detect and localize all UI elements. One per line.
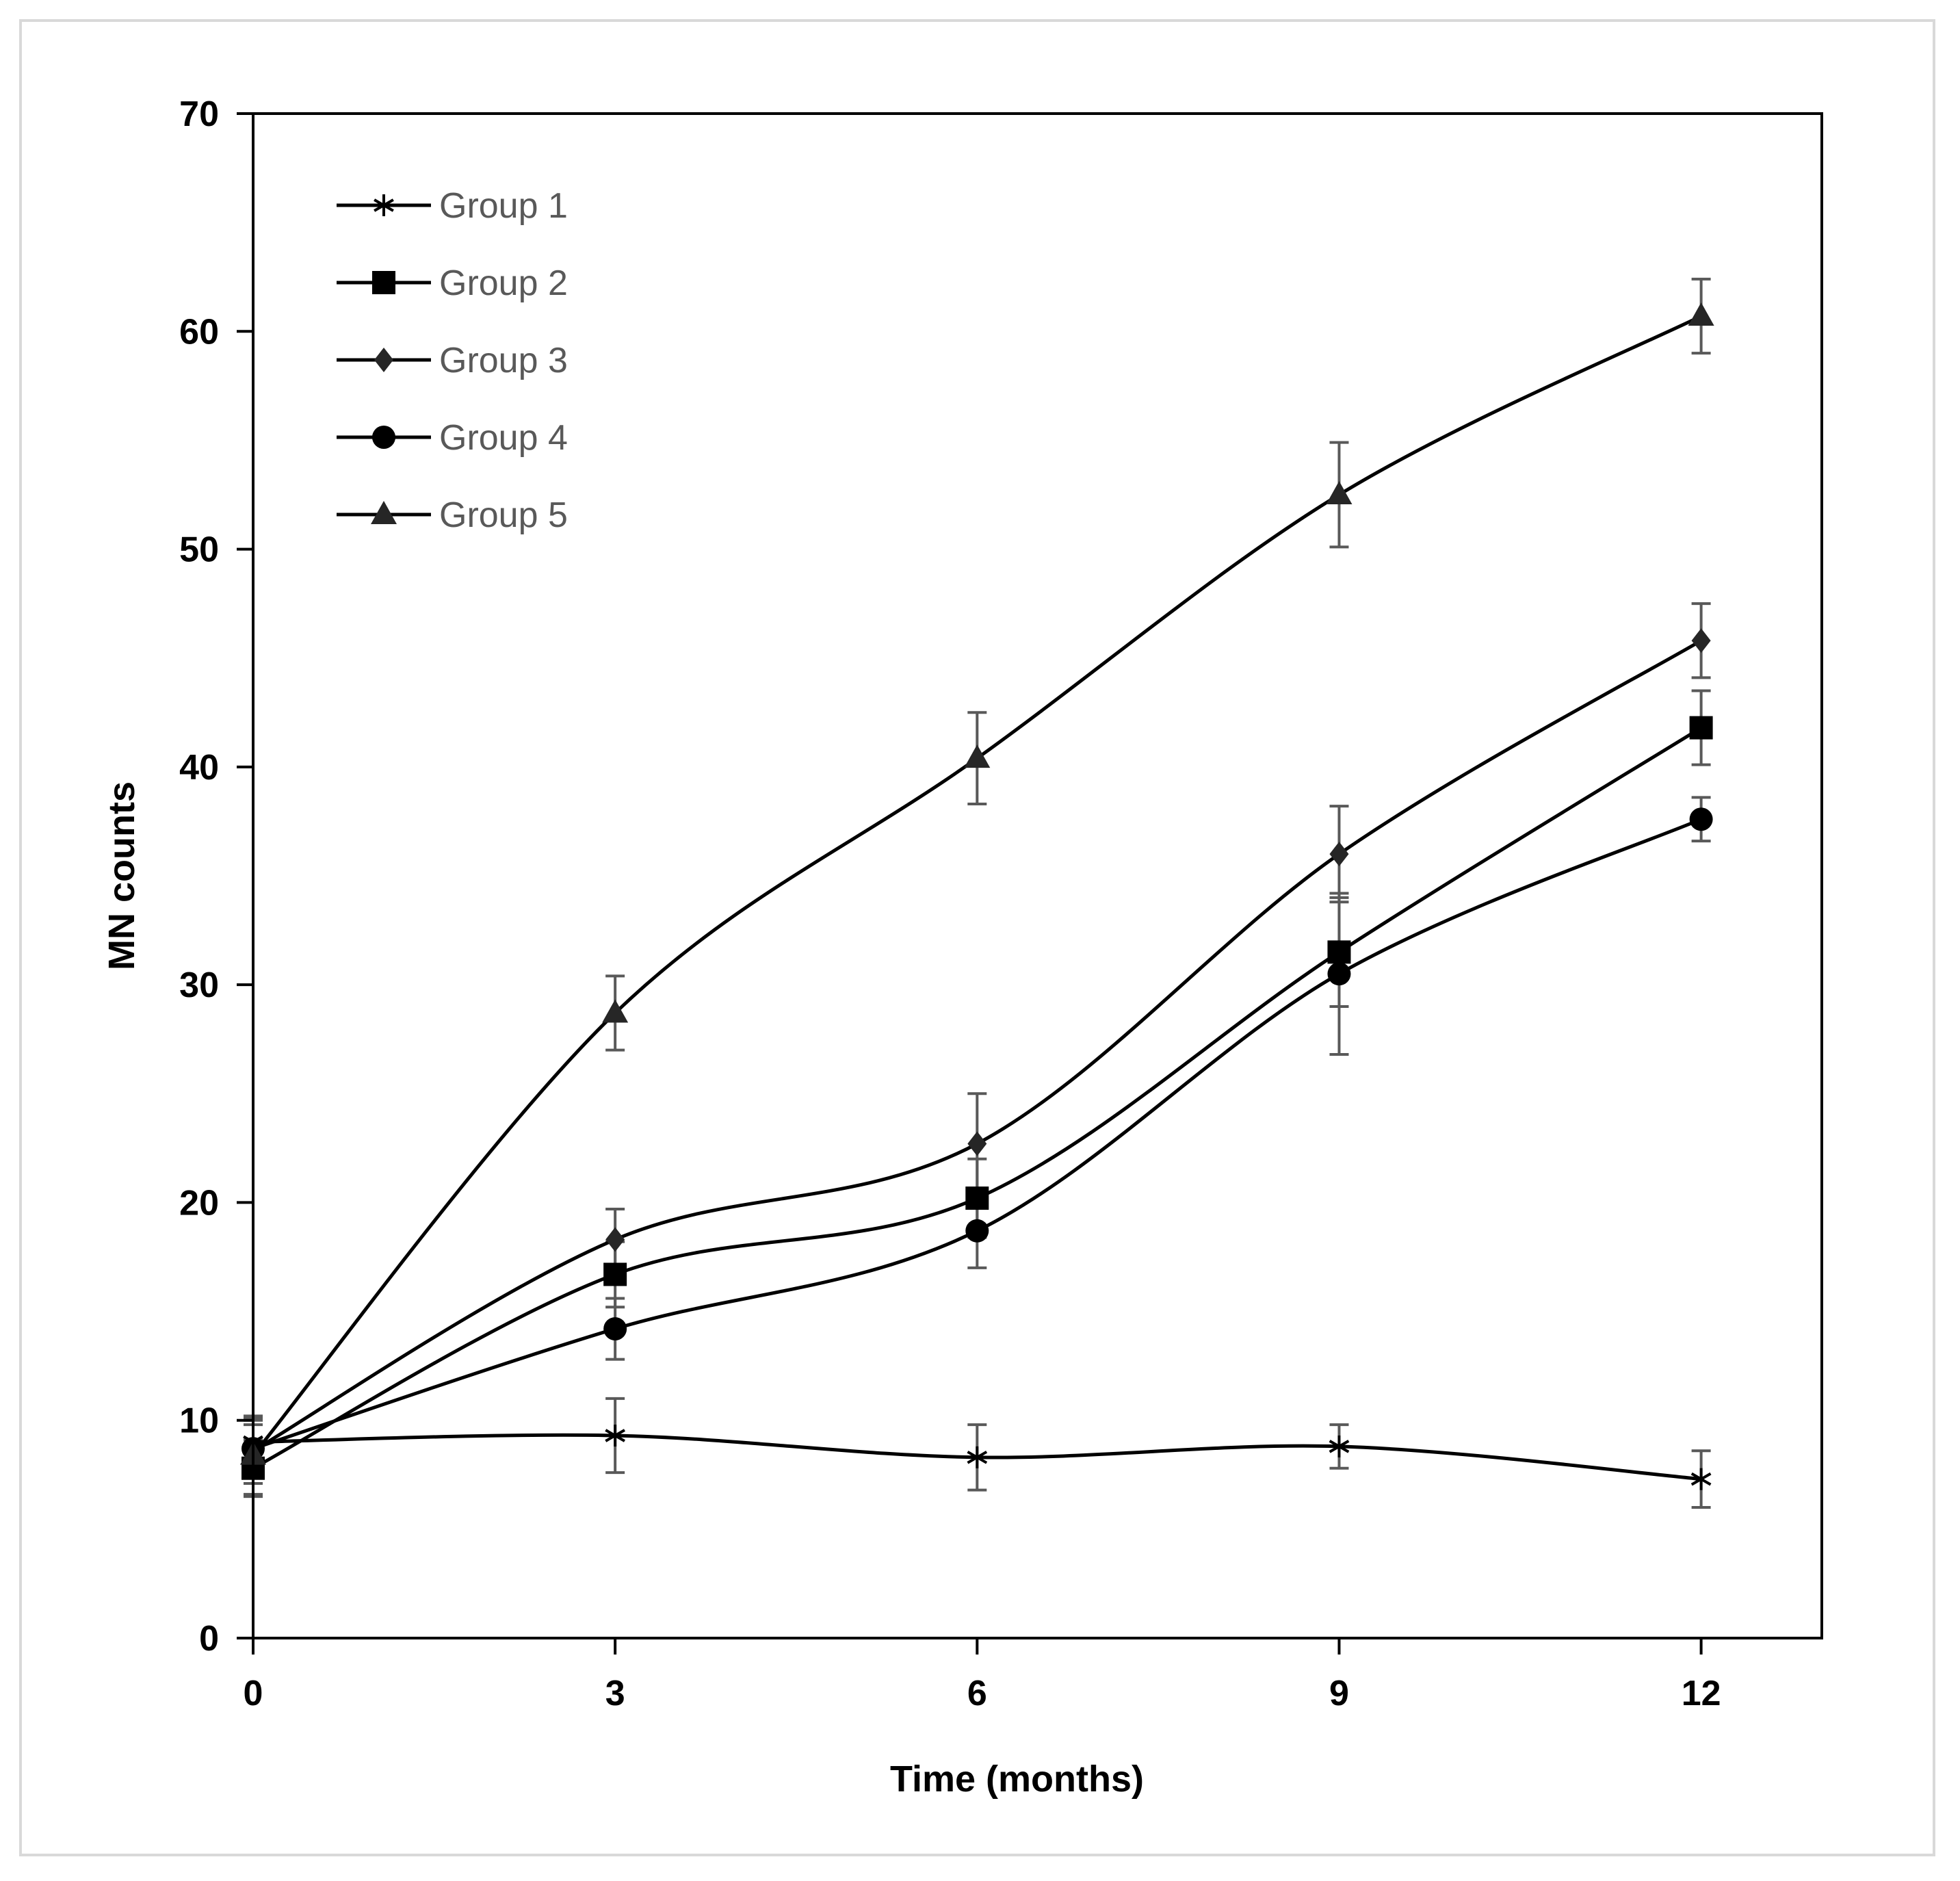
data-point bbox=[1691, 628, 1711, 653]
y-tick-label: 50 bbox=[179, 530, 219, 570]
data-point bbox=[603, 1262, 627, 1286]
y-tick-label: 20 bbox=[179, 1183, 219, 1223]
x-tick-label: 6 bbox=[967, 1674, 987, 1713]
data-point bbox=[1689, 807, 1713, 831]
data-point bbox=[1329, 1435, 1350, 1457]
data-point bbox=[1329, 842, 1349, 867]
y-tick-label: 30 bbox=[179, 965, 219, 1005]
data-point bbox=[1326, 481, 1353, 504]
legend-marker bbox=[372, 271, 395, 294]
x-axis-title: Time (months) bbox=[890, 1759, 1144, 1800]
data-point bbox=[964, 744, 991, 768]
x-tick-label: 0 bbox=[244, 1674, 263, 1713]
data-point bbox=[965, 1186, 989, 1210]
y-tick-label: 70 bbox=[179, 94, 219, 134]
data-point bbox=[1688, 302, 1714, 326]
legend-label: Group 5 bbox=[439, 495, 568, 535]
legend-label: Group 1 bbox=[439, 186, 568, 226]
data-point bbox=[603, 1317, 627, 1341]
error-bars bbox=[244, 277, 1711, 1509]
legend-item: Group 4 bbox=[337, 418, 568, 458]
y-axis-ticks: 0 10 20 30 40 50 60 70 bbox=[179, 94, 253, 1659]
y-tick-label: 40 bbox=[179, 748, 219, 788]
x-tick-label: 3 bbox=[605, 1674, 625, 1713]
series-line bbox=[252, 314, 1702, 1457]
legend-marker bbox=[374, 194, 394, 216]
data-point bbox=[967, 1131, 987, 1156]
series-lines bbox=[252, 314, 1702, 1481]
y-tick-label: 10 bbox=[179, 1401, 219, 1441]
x-axis-ticks: 0 3 6 9 12 bbox=[244, 1638, 1721, 1713]
figure-frame bbox=[19, 19, 1935, 1856]
series-markers bbox=[240, 302, 1714, 1490]
plot-area bbox=[252, 112, 1823, 1639]
legend-item: Group 1 bbox=[337, 186, 568, 226]
legend-marker bbox=[372, 426, 395, 449]
y-tick-label: 60 bbox=[179, 312, 219, 352]
y-tick-label: 0 bbox=[199, 1619, 219, 1659]
legend-marker bbox=[374, 348, 393, 372]
legend-item: Group 3 bbox=[337, 341, 568, 380]
legend-item: Group 2 bbox=[337, 263, 568, 303]
legend-marker bbox=[371, 501, 397, 524]
data-point bbox=[965, 1219, 989, 1243]
data-point bbox=[602, 999, 629, 1023]
data-point bbox=[605, 1424, 626, 1447]
y-axis-title: MN counts bbox=[101, 781, 142, 970]
x-tick-label: 12 bbox=[1682, 1674, 1721, 1713]
legend-item: Group 5 bbox=[337, 495, 568, 535]
legend-label: Group 2 bbox=[439, 263, 568, 303]
data-point bbox=[605, 1227, 625, 1252]
data-point bbox=[1689, 716, 1713, 740]
series-line bbox=[252, 639, 1702, 1453]
data-point bbox=[1327, 962, 1351, 986]
legend-label: Group 3 bbox=[439, 341, 568, 380]
data-point bbox=[967, 1446, 988, 1468]
data-point bbox=[1327, 940, 1351, 964]
data-point bbox=[1690, 1468, 1712, 1490]
legend-label: Group 4 bbox=[439, 418, 568, 458]
legend: Group 1 Group 2 Group 3 Group 4 Group 5 bbox=[337, 186, 568, 535]
x-tick-label: 9 bbox=[1329, 1674, 1349, 1713]
